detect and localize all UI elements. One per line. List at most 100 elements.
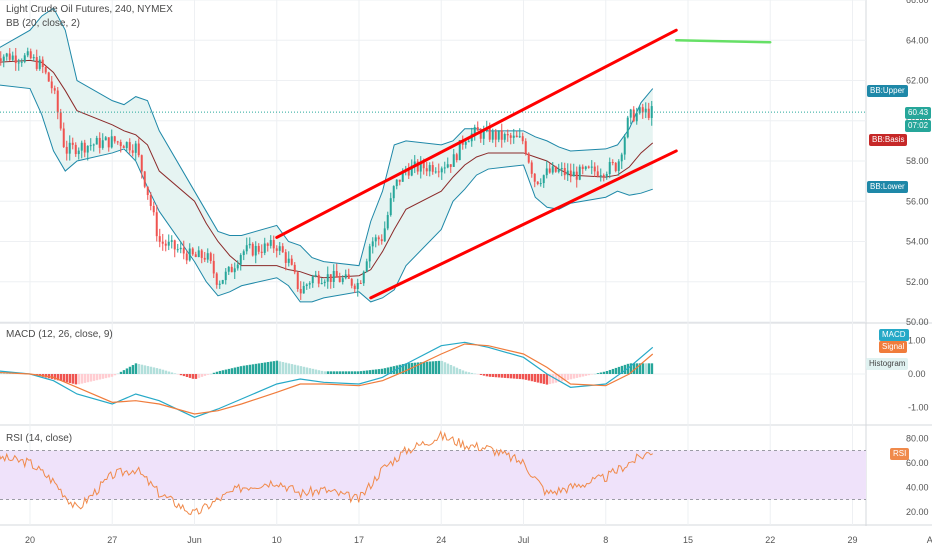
macd-histogram-bar: [104, 374, 108, 379]
candle-body: [215, 273, 218, 285]
macd-histogram-bar: [371, 369, 375, 374]
candle-body: [611, 162, 614, 164]
macd-histogram-bar: [242, 365, 246, 374]
macd-histogram-bar: [599, 372, 603, 374]
candle-body: [431, 165, 434, 172]
macd-histogram-bar: [608, 369, 612, 374]
macd-histogram-bar: [131, 365, 135, 374]
macd-histogram-bar: [389, 366, 393, 374]
candle-body: [521, 136, 524, 142]
candle-body: [353, 285, 356, 290]
candle-body: [275, 248, 278, 251]
candle-body: [143, 171, 146, 187]
macd-histogram-bar: [584, 374, 588, 376]
macd-histogram-bar: [530, 374, 534, 382]
macd-histogram-bar: [95, 374, 99, 381]
macd-histogram-bar: [557, 374, 561, 382]
candle-body: [317, 274, 320, 284]
candle-body: [350, 278, 353, 286]
macd-histogram-bar: [407, 363, 411, 374]
candle-body: [443, 167, 446, 169]
macd-histogram-bar: [566, 374, 570, 380]
candle-body: [233, 268, 236, 273]
macd-histogram-bar: [452, 366, 456, 374]
price-tick-label: 56.00: [906, 196, 929, 206]
candle-body: [338, 277, 341, 283]
candle-body: [155, 212, 158, 237]
channel-lower-line[interactable]: [369, 149, 678, 300]
candle-body: [110, 136, 113, 148]
macd-histogram-bar: [137, 364, 141, 374]
candle-body: [332, 271, 335, 282]
candle-body: [260, 251, 263, 253]
macd-histogram-bar: [239, 366, 243, 374]
candle-body: [626, 117, 629, 138]
candle-body: [32, 57, 35, 59]
candle-body: [290, 258, 293, 265]
candle-body: [635, 113, 638, 122]
price-panel[interactable]: [0, 7, 866, 303]
macd-histogram-bar: [296, 365, 300, 374]
candle-body: [413, 161, 416, 166]
macd-histogram-bar: [101, 374, 105, 379]
macd-histogram-bar: [416, 362, 420, 374]
candle-body: [71, 142, 74, 145]
macd-histogram-bar: [368, 370, 372, 374]
candle-body: [278, 246, 281, 251]
candle-body: [578, 166, 581, 180]
macd-histogram-bar: [509, 374, 513, 379]
macd-histogram-bar: [431, 361, 435, 374]
candle-body: [557, 169, 560, 172]
price-tick-label: 58.00: [906, 156, 929, 166]
candle-body: [596, 171, 599, 177]
macd-histogram-bar: [635, 363, 639, 374]
projection-line[interactable]: [675, 39, 772, 44]
candle-body: [179, 247, 182, 250]
macd-histogram-bar: [332, 371, 336, 374]
macd-histogram-bar: [185, 374, 189, 377]
candle-body: [47, 72, 50, 82]
candle-body: [173, 240, 176, 250]
candle-body: [335, 271, 338, 278]
candle-body: [539, 183, 542, 185]
macd-histogram-bar: [92, 374, 96, 381]
macd-histogram-bar: [638, 363, 642, 374]
candle-body: [482, 130, 485, 139]
candle-body: [599, 175, 602, 177]
macd-histogram-bar: [62, 374, 66, 382]
macd-histogram-bar: [275, 360, 279, 374]
candle-body: [503, 133, 506, 140]
price-legend-title: Light Crude Oil Futures, 240, NYMEX: [6, 4, 173, 15]
grid: [0, 0, 932, 526]
macd-panel[interactable]: [0, 341, 866, 418]
candle-body: [191, 248, 194, 255]
candle-body: [104, 137, 107, 141]
candle-body: [221, 280, 224, 284]
candle-body: [581, 166, 584, 169]
macd-histogram-bar: [461, 370, 465, 374]
candle-body: [146, 186, 149, 196]
candle-body: [644, 108, 647, 113]
x-tick-label: 29: [847, 535, 857, 545]
macd-histogram-bar: [521, 374, 525, 380]
macd-histogram-bar: [398, 364, 402, 374]
macd-histogram-bar: [113, 374, 117, 376]
macd-histogram-bar: [260, 362, 264, 374]
candle-body: [134, 143, 137, 153]
rsi-panel[interactable]: [0, 430, 866, 516]
x-tick-label: 17: [354, 535, 364, 545]
candle-body: [293, 264, 296, 273]
bb-upper-tag: BB:Upper: [867, 85, 908, 97]
candle-body: [323, 281, 326, 284]
channel-upper-line[interactable]: [275, 28, 678, 239]
price-tick-label: 62.00: [906, 76, 929, 86]
candle-body: [176, 249, 179, 251]
candle-body: [419, 161, 422, 172]
candle-body: [587, 166, 590, 168]
macd-histogram-bar: [119, 371, 123, 374]
macd-histogram-bar: [134, 363, 138, 374]
candle-body: [437, 171, 440, 173]
macd-histogram-bar: [167, 371, 171, 374]
macd-histogram-bar: [116, 373, 120, 375]
